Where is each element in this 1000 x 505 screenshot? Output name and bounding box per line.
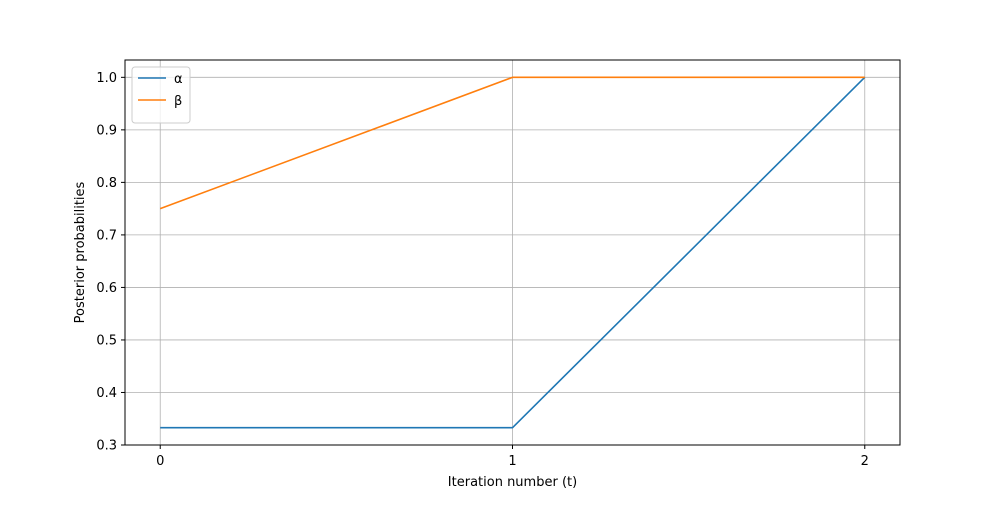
x-tick-label: 0	[156, 454, 164, 469]
x-tick-label: 1	[508, 454, 516, 469]
y-axis-label: Posterior probabilities	[73, 181, 88, 323]
y-tick-label: 1.0	[96, 71, 117, 86]
y-tick-label: 0.8	[96, 176, 117, 191]
y-tick-label: 0.5	[96, 333, 117, 348]
series-lines	[159, 76, 866, 429]
x-tick-label: 2	[861, 454, 869, 469]
series-line-beta	[159, 76, 865, 210]
y-tick-label: 0.7	[96, 228, 117, 243]
legend-label: α	[174, 72, 183, 87]
y-tick-label: 0.6	[96, 281, 117, 296]
legend-box	[131, 66, 191, 124]
axis-ticks: 0 1 2 0.3 0.4 0.5 0.6 0.7 0.8 0.9 1.0	[96, 71, 869, 469]
legend: αβ	[131, 66, 191, 124]
series-line-alpha	[160, 76, 866, 429]
y-tick-label: 0.4	[96, 386, 117, 401]
y-tick-label: 0.9	[96, 123, 117, 138]
x-axis-label: Iteration number (t)	[448, 475, 577, 490]
legend-label: β	[174, 94, 182, 109]
y-tick-label: 0.3	[96, 439, 117, 454]
